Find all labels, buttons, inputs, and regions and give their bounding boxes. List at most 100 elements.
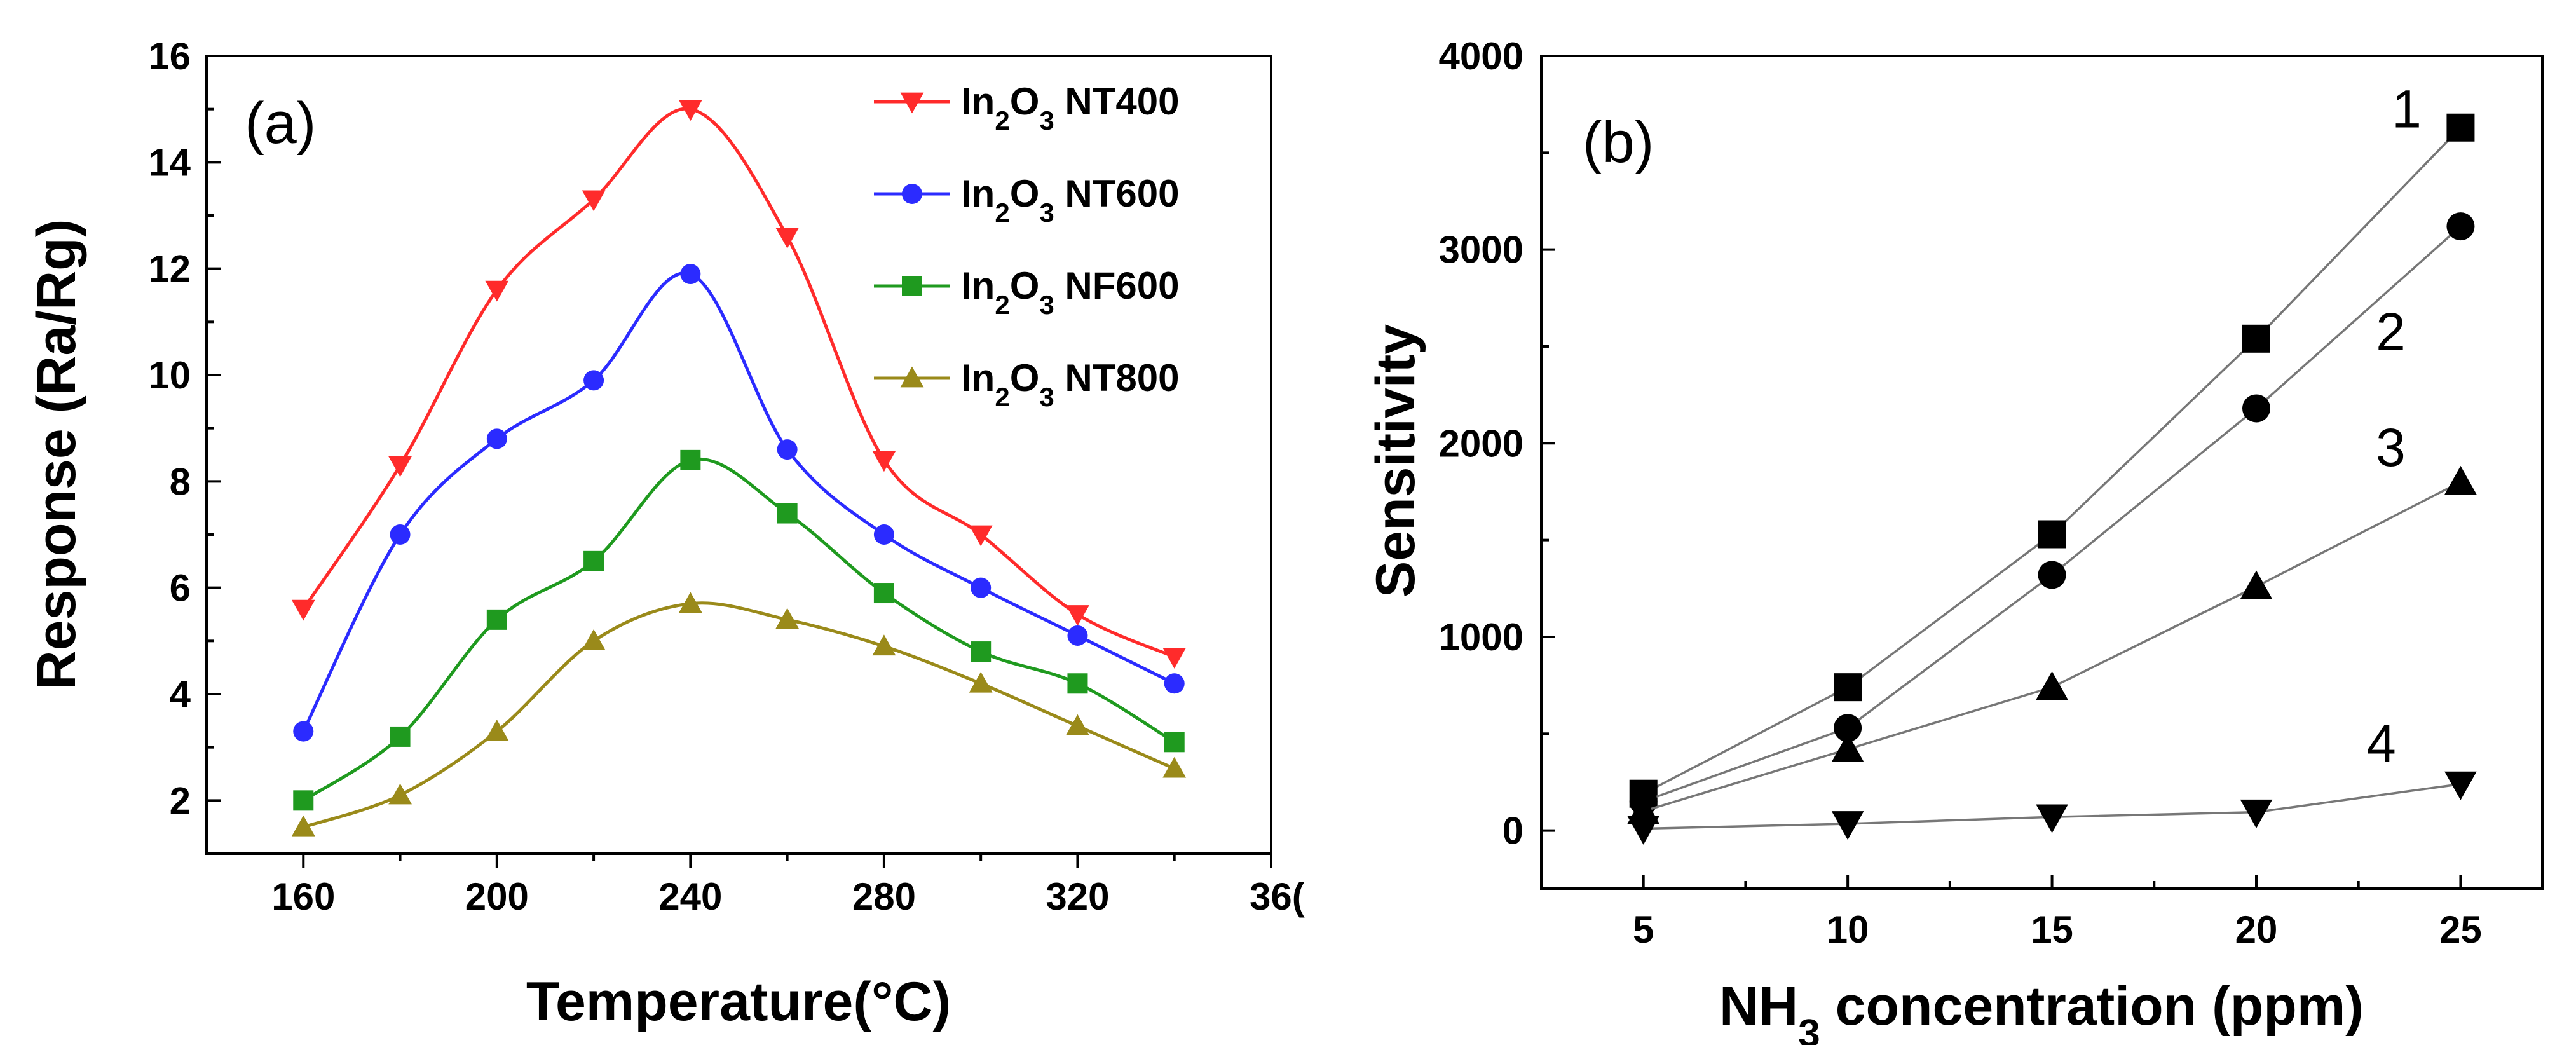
panel-a-label: (a): [245, 91, 316, 156]
panel-a-data-point: [390, 524, 411, 545]
panel-b-data-point: [2446, 212, 2475, 241]
panel-a-legend-text-part: O: [1010, 80, 1040, 123]
panel-b-data-point: [2036, 804, 2068, 833]
panel-a-data-point: [775, 228, 800, 249]
panel-a-data-point: [582, 190, 606, 212]
panel-a-data-point: [1066, 605, 1089, 626]
panel-a-data-point: [872, 634, 896, 656]
panel-a-data-point: [293, 790, 314, 811]
panel-b-curve-label: 1: [2392, 79, 2422, 139]
panel-b-x-axis-title-rest: concentration (ppm): [1820, 976, 2364, 1037]
panel-b-data-point: [2240, 570, 2273, 599]
panel-b-data-point: [1834, 673, 1862, 702]
panel-a-y-tick-label: 10: [148, 354, 191, 397]
panel-b-x-axis-title-sub: 3: [1798, 1012, 1820, 1045]
panel-b-curve-label: 2: [2376, 302, 2406, 362]
panel-a-data-point: [1066, 714, 1089, 735]
panel-a-data-point: [969, 525, 993, 547]
panel-a-data-point: [777, 503, 798, 524]
panel-a-data-point: [1162, 648, 1187, 669]
panel-a-data-point: [872, 451, 896, 472]
panel-a-data-point: [486, 609, 507, 630]
panel-a-y-tick-label: 14: [148, 141, 191, 184]
panel-a-legend-subscript: 2: [995, 290, 1009, 320]
panel-b-data-point: [1831, 733, 1864, 762]
panel-a-legend-marker: [900, 366, 924, 388]
panel-a-series-line: [302, 107, 1175, 659]
panel-b-ticks: 0 1000 2000 3000 4000 5 10 15 20 25: [1439, 35, 2482, 951]
panel-b-x-tick-label: 5: [1633, 908, 1654, 951]
panel-a-legend-subscript: 3: [1039, 382, 1054, 412]
panel-a-data-point: [1067, 673, 1088, 694]
panel-b-data-point: [2242, 324, 2270, 353]
panel-a-legend-label: In2O3 NT800: [961, 357, 1179, 412]
panel-b-data-point: [2240, 799, 2273, 828]
panel-a-data-point: [486, 428, 507, 449]
panel-a-y-tick-label: 16: [148, 35, 191, 78]
panel-b-data-point: [2444, 465, 2477, 495]
panel-b-x-tick-label: 20: [2235, 908, 2278, 951]
panel-a-y-axis-title: Response (Ra/Rg): [26, 219, 87, 690]
panel-a-data-point: [678, 100, 702, 121]
panel-a-data-point: [678, 592, 702, 613]
panel-a-legend-label: In2O3 NF600: [961, 264, 1179, 320]
panel-b-x-tick-label: 10: [1827, 908, 1869, 951]
panel-b-series: 1 2 3 4: [1627, 79, 2477, 845]
panel-a-legend-text-part: O: [1010, 357, 1040, 399]
panel-a-y-tick-label: 8: [170, 460, 191, 503]
panel-a-legend-text-part: O: [1010, 172, 1040, 215]
panel-a-legend-text-part: NT400: [1054, 80, 1180, 123]
panel-a-y-tick-label: 2: [170, 779, 191, 822]
panel-b-data-point: [1834, 714, 1862, 742]
panel-b-data-point: [1831, 811, 1864, 840]
panel-a-plot-frame: [205, 55, 1272, 855]
panel-a-data-point: [390, 726, 411, 747]
panel-a-legend-text-part: In: [961, 80, 995, 123]
panel-b-data-point: [2446, 113, 2475, 142]
panel-a-data-point: [388, 783, 412, 805]
panel-a-data-point: [291, 599, 315, 621]
panel-a-legend-label: In2O3 NT400: [961, 80, 1179, 135]
panel-a-legend-text-part: In: [961, 264, 995, 307]
panel-a-legend-subscript: 3: [1039, 198, 1054, 228]
panel-a-data-point: [1164, 673, 1185, 694]
panel-a-data-point: [969, 671, 993, 693]
panel-b-curve-label: 3: [2376, 418, 2406, 477]
panel-a-x-tick-label: 280: [852, 875, 916, 918]
panel-a-legend-subscript: 3: [1039, 290, 1054, 320]
panel-b-curve-label: 4: [2366, 713, 2396, 773]
panel-a-data-point: [583, 370, 604, 391]
panel-a-series-line: [302, 457, 1176, 802]
panel-b-x-tick-label: 15: [2031, 908, 2073, 951]
panel-a-x-axis-title: Temperature(°C): [526, 971, 951, 1032]
panel-b-data-point: [2242, 394, 2270, 423]
panel-a-legend-text-part: NT800: [1054, 357, 1180, 399]
panel-a-legend-subscript: 2: [995, 198, 1009, 228]
panel-a-legend-text-part: In: [961, 172, 995, 215]
panel-b-plot-frame: [1540, 55, 2544, 890]
panel-b-y-tick-label: 2000: [1439, 422, 1523, 465]
panel-a-data-point: [971, 577, 992, 598]
panel-a-x-tick-label: 240: [658, 875, 722, 918]
panel-a-x-tick-label-cut: 36(: [1250, 875, 1305, 918]
panel-a-data-point: [293, 721, 314, 742]
panel-a-data-point: [582, 629, 606, 650]
panel-b-y-tick-label: 4000: [1439, 35, 1523, 78]
panel-a-data-point: [873, 524, 894, 545]
panel-a-legend-text-part: O: [1010, 264, 1040, 307]
panel-b-data-point: [1627, 816, 1660, 845]
panel-a-legend-subscript: 2: [995, 106, 1009, 135]
panel-a-data-point: [291, 815, 315, 837]
panel-a-data-point: [680, 264, 701, 285]
panel-a-data-point: [873, 583, 894, 604]
panel-b-label: (b): [1583, 110, 1654, 175]
panel-a-x-tick-label: 160: [271, 875, 335, 918]
panel-a-y-tick-label: 6: [170, 567, 191, 610]
panel-a-data-point: [971, 641, 992, 662]
panel-a-data-point: [388, 456, 412, 477]
panel-b: 0 1000 2000 3000 4000 5 10 15 20 25 1 2 3 4 (b) NH3 …: [1365, 35, 2544, 1045]
panel-b-data-point: [2038, 520, 2066, 549]
panel-a-data-point: [777, 439, 798, 460]
panel-a-series-line: [302, 271, 1175, 732]
